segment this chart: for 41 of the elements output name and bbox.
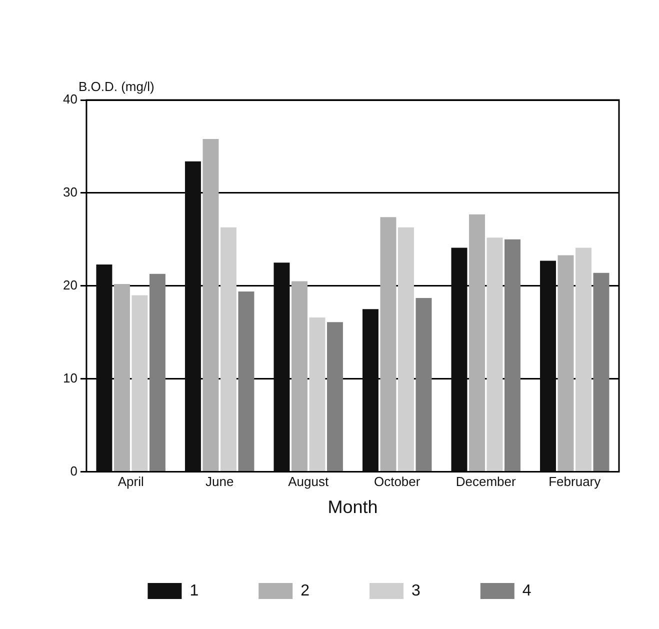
x-tick-label: December <box>456 474 517 490</box>
legend-label: 2 <box>300 582 310 600</box>
bar <box>540 260 556 472</box>
y-tick-label: 20 <box>62 277 78 292</box>
bar <box>96 264 112 472</box>
bar <box>576 248 592 472</box>
bar <box>114 284 130 472</box>
bar <box>504 239 520 472</box>
x-tick-label: February <box>548 474 602 490</box>
bar <box>184 161 201 472</box>
y-axis-title: B.O.D. (mg/l) <box>78 79 154 94</box>
legend-label: 1 <box>190 582 199 600</box>
bar <box>469 214 485 472</box>
bar <box>380 217 396 472</box>
bar <box>238 291 254 472</box>
bar <box>362 309 378 472</box>
legend-label: 3 <box>412 582 420 600</box>
y-tick-label: 30 <box>62 184 78 200</box>
y-tick-label: 40 <box>62 92 78 107</box>
bar <box>416 298 432 472</box>
bar <box>132 295 148 472</box>
bar <box>326 322 343 472</box>
bar <box>291 281 308 472</box>
y-tick-label: 0 <box>70 463 78 478</box>
bar <box>220 227 236 472</box>
bar <box>149 274 166 472</box>
bar <box>202 139 219 472</box>
bar <box>451 248 468 472</box>
bar <box>558 255 574 472</box>
x-tick-label: August <box>288 474 329 490</box>
bar <box>309 318 326 472</box>
x-tick-label: June <box>205 474 234 490</box>
x-tick-label: October <box>374 474 421 490</box>
bar <box>398 227 414 472</box>
bar <box>593 272 610 472</box>
y-tick-label: 10 <box>62 370 78 386</box>
legend-label: 4 <box>522 582 532 600</box>
bar <box>486 238 503 472</box>
bar <box>274 262 290 472</box>
x-tick-label: April <box>118 474 144 490</box>
x-axis-title: Month <box>328 497 378 518</box>
